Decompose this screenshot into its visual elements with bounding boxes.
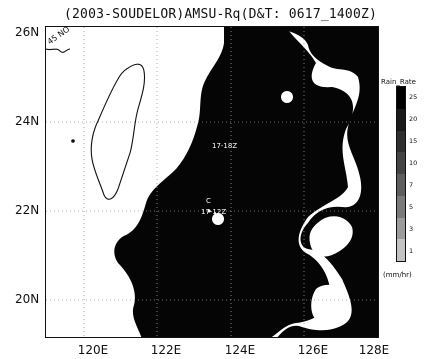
track-annotation-2: 17-12Z — [201, 208, 227, 216]
legend-tick-15: 15 — [409, 137, 418, 145]
graticule — [46, 27, 378, 337]
legend-swatch-20 — [397, 108, 405, 131]
lat-label-22n: 22N — [15, 203, 40, 217]
lat-label-26n: 26N — [15, 25, 40, 39]
legend-swatch-7 — [397, 174, 405, 196]
legend-tick-25: 25 — [409, 93, 418, 101]
china-coastline — [46, 48, 71, 53]
legend-tick-7: 7 — [409, 181, 414, 189]
legend-units: (mm/hr) — [383, 271, 412, 279]
clear-patch-2 — [212, 213, 224, 225]
legend-swatch-25 — [397, 87, 405, 109]
rain-field — [274, 27, 378, 337]
island-dot — [71, 139, 75, 143]
lat-label-24n: 24N — [15, 114, 40, 128]
map-panel — [45, 26, 379, 338]
legend-tick-3: 3 — [409, 225, 414, 233]
legend-colorbar — [396, 86, 406, 262]
legend-title: Rain_Rate — [381, 78, 416, 86]
lon-label-128e: 128E — [358, 343, 390, 357]
rain-field-main — [114, 27, 354, 337]
lon-label-124e: 124E — [224, 343, 256, 357]
lon-label-122e: 122E — [150, 343, 182, 357]
legend-tick-20: 20 — [409, 115, 418, 123]
lon-label-120e: 120E — [77, 343, 109, 357]
lat-label-20n: 20N — [15, 292, 40, 306]
clear-patch-4 — [311, 284, 347, 324]
legend-swatch-1 — [397, 239, 405, 261]
map-canvas — [46, 27, 378, 337]
storm-center-label: C — [206, 197, 211, 205]
taiwan-coastline — [90, 63, 146, 200]
clear-patch-3 — [309, 216, 353, 257]
legend-tick-10: 10 — [409, 159, 418, 167]
legend-tick-5: 5 — [409, 203, 414, 211]
legend-tick-1: 1 — [409, 247, 414, 255]
clear-patch-1 — [281, 91, 293, 103]
legend-swatch-10 — [397, 152, 405, 174]
legend-swatch-15 — [397, 130, 405, 153]
legend-swatch-3 — [397, 217, 405, 240]
lon-label-126e: 126E — [297, 343, 329, 357]
map-title: (2003-SOUDELOR)AMSU-Rq(D&T: 0617_1400Z) — [64, 7, 378, 22]
legend-swatch-5 — [397, 195, 405, 218]
track-annotation-1: 17-18Z — [212, 142, 238, 150]
storm-center-marker — [207, 209, 216, 214]
